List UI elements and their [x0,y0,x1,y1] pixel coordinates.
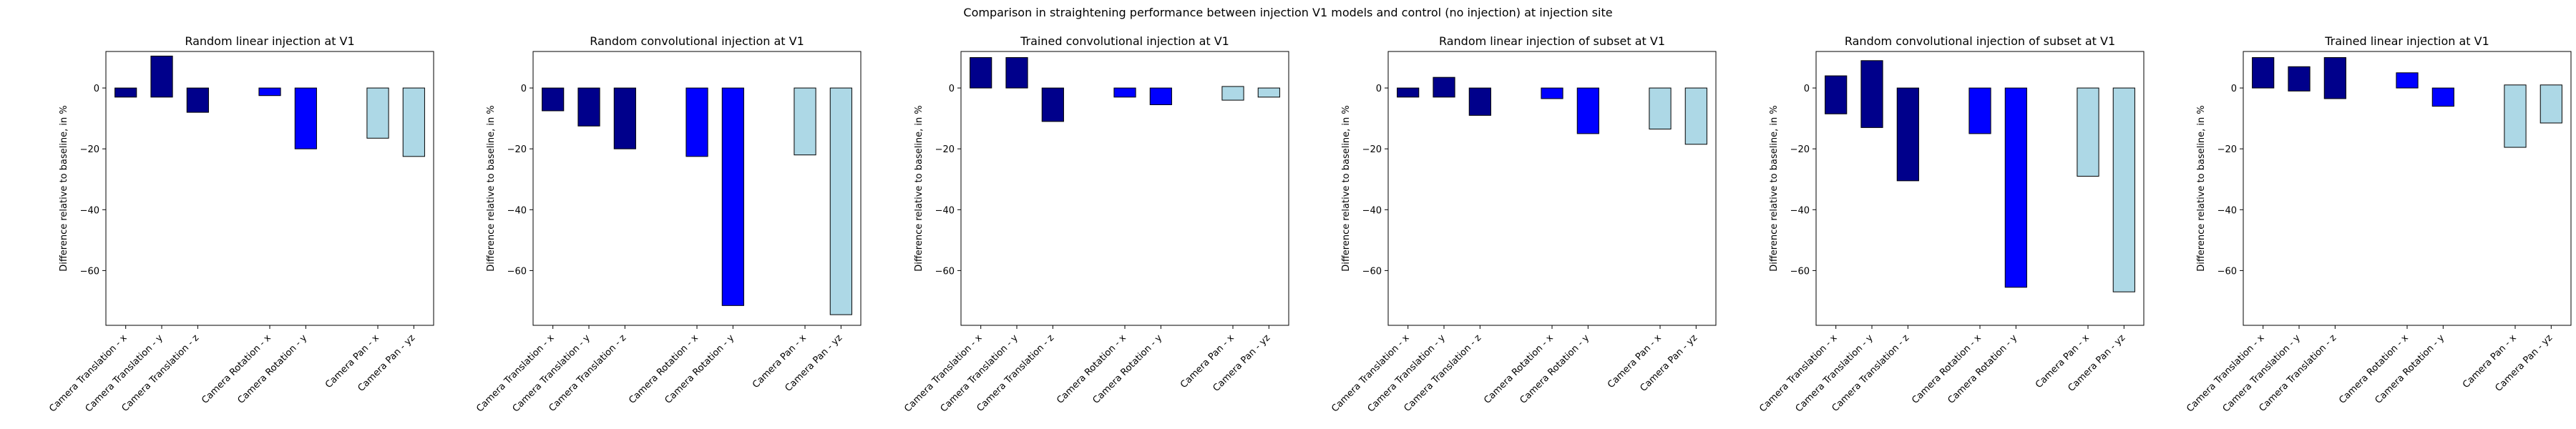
y-tick-label: −40 [1790,205,1810,216]
x-tick-label: Camera Rotation - x [2337,332,2411,406]
y-tick-label: −40 [80,205,99,216]
x-tick-label: Camera Rotation - y [663,332,737,406]
y-tick-label: 0 [521,84,527,94]
bar [2112,87,2135,292]
y-tick-label: −60 [507,266,527,277]
bar [577,87,600,127]
x-tick-label: Camera Rotation - x [1910,332,1984,406]
y-tick-label: −40 [1362,205,1382,216]
bar [2540,84,2562,124]
bar [186,87,209,113]
bar [2504,84,2527,148]
bar [366,87,389,139]
bar [1860,60,1883,128]
bar [2323,57,2346,99]
y-tick-label: −60 [2218,266,2237,277]
y-axis-label: Difference relative to baseline, in % [914,105,924,272]
bar [114,87,137,98]
bar [1257,87,1280,98]
x-tick-label: Camera Rotation - x [200,332,273,406]
subplot-title: Random convolutional injection of subset… [1845,34,2115,48]
subplot-title: Trained linear injection at V1 [2324,34,2489,48]
x-tick-label: Camera Rotation - y [1946,332,2020,406]
y-tick-label: −20 [507,144,527,155]
bar [1397,87,1420,98]
y-axis-label: Difference relative to baseline, in % [59,105,69,272]
y-tick-label: −60 [1362,266,1382,277]
bar [2252,57,2275,89]
bar [258,87,281,97]
subplot-title: Random linear injection at V1 [185,34,354,48]
subplot-4: Random linear injection of subset at V1 0… [1330,34,1717,415]
bar [1684,87,1707,145]
bar [1149,87,1172,105]
subplot-title: Random convolutional injection at V1 [590,34,804,48]
y-tick-label: −60 [80,266,99,277]
y-tick-label: −40 [935,205,955,216]
bar [1649,87,1672,130]
y-tick-label: 0 [1376,84,1382,94]
y-axis-label: Difference relative to baseline, in % [1769,105,1780,272]
subplot-title: Trained convolutional injection at V1 [1020,34,1229,48]
bar [294,87,317,149]
y-axis-label: Difference relative to baseline, in % [1341,105,1352,272]
bar [2288,66,2311,92]
bar [1825,75,1848,114]
bar [829,87,852,315]
y-tick-label: 0 [949,84,955,94]
y-tick-label: 0 [2231,84,2237,94]
bar [613,87,636,149]
subplot-1: Random linear injection at V1 0 −20 −40 −60 D… [47,34,434,415]
y-tick-label: 0 [1804,84,1810,94]
x-tick-label: Camera Rotation - y [2373,332,2447,406]
y-tick-label: −40 [2218,205,2237,216]
y-tick-label: −20 [2218,144,2237,155]
y-axis-label: Difference relative to baseline, in % [486,105,497,272]
x-tick-label: Camera Rotation - x [627,332,701,406]
bar [1041,87,1064,122]
bar [542,87,565,112]
bar [2431,87,2454,107]
bar [2396,72,2419,89]
y-tick-label: −20 [1362,144,1382,155]
bar [2077,87,2099,177]
bar [794,87,816,156]
bar [1968,87,1991,134]
bar [970,57,992,89]
y-tick-label: −60 [935,266,955,277]
x-tick-label: Camera Rotation - y [236,332,310,406]
bar [1468,87,1491,116]
y-tick-label: −60 [1790,266,1810,277]
x-tick-label: Camera Rotation - x [1055,332,1128,406]
bar [1113,87,1136,98]
x-tick-label: Camera Rotation - y [1091,332,1165,406]
bar [1005,57,1028,89]
y-tick-label: −20 [1790,144,1810,155]
subplot-title: Random linear injection of subset at V1 [1439,34,1665,48]
bar [1541,87,1563,99]
bar [1433,77,1455,98]
bar [686,87,708,157]
y-axis-label: Difference relative to baseline, in % [2196,105,2207,272]
figure-suptitle: Comparison in straightening performance … [963,6,1613,19]
bar [150,55,173,98]
subplot-2: Random convolutional injection at V1 0 −20… [474,34,862,415]
bar [2004,87,2027,288]
y-tick-label: −40 [507,205,527,216]
subplot-5: Random convolutional injection of subset… [1757,34,2145,415]
bar [402,87,425,157]
bar [1896,87,1919,182]
subplot-3: Trained convolutional injection at V1 0 −2… [902,34,1289,415]
bar [1576,87,1599,134]
y-tick-label: −20 [935,144,955,155]
x-tick-label: Camera Rotation - x [1482,332,1556,406]
bar [1221,86,1244,101]
x-tick-label: Camera Rotation - y [1518,332,1592,406]
y-tick-label: 0 [94,84,99,94]
y-tick-label: −20 [80,144,99,155]
subplot-6: Trained linear injection at V1 0 −20 −40 −60… [2185,34,2572,415]
bar [721,87,744,306]
